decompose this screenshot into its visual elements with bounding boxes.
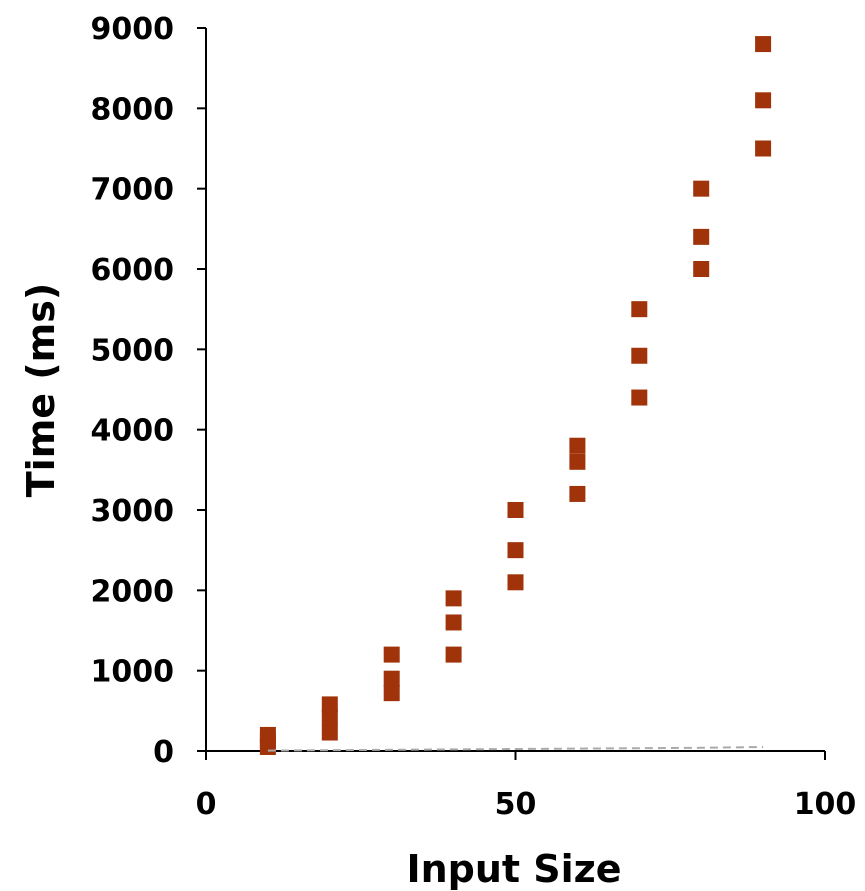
data-point bbox=[569, 437, 586, 454]
x-axis-title: Input Size bbox=[406, 847, 621, 891]
data-point bbox=[321, 696, 338, 713]
y-tick-label: 5000 bbox=[91, 333, 175, 368]
data-point bbox=[755, 36, 772, 53]
data-point bbox=[693, 228, 710, 245]
y-tick-label: 8000 bbox=[91, 92, 175, 127]
data-point bbox=[383, 646, 400, 663]
data-point bbox=[631, 301, 648, 318]
y-tick-label: 2000 bbox=[91, 574, 175, 609]
data-point bbox=[507, 574, 524, 591]
y-tick-label: 3000 bbox=[91, 494, 175, 529]
data-point bbox=[569, 453, 586, 470]
data-point bbox=[383, 670, 400, 687]
data-point bbox=[445, 646, 462, 663]
y-tick-label: 4000 bbox=[91, 414, 175, 449]
data-point bbox=[693, 261, 710, 277]
data-point bbox=[755, 92, 772, 109]
y-tick-label: 0 bbox=[153, 735, 174, 770]
data-point bbox=[321, 724, 338, 741]
series-line bbox=[267, 745, 764, 752]
axes bbox=[197, 27, 826, 760]
tick-labels: 0 1000 2000 3000 4000 5000 6000 7000 8000 9000 0 50… bbox=[91, 12, 857, 822]
data-point bbox=[445, 614, 462, 631]
x-tick-label: 0 bbox=[196, 787, 217, 822]
data-point bbox=[507, 502, 524, 518]
data-point bbox=[445, 590, 462, 607]
data-point bbox=[631, 389, 648, 406]
data-point bbox=[383, 685, 400, 702]
data-point bbox=[321, 709, 338, 726]
y-tick-label: 7000 bbox=[91, 173, 175, 208]
x-tick-label: 50 bbox=[495, 787, 537, 822]
y-tick-label: 1000 bbox=[91, 655, 175, 690]
y-tick-label: 9000 bbox=[91, 12, 175, 47]
y-axis-title: Time (ms) bbox=[19, 283, 63, 498]
data-point bbox=[693, 180, 710, 197]
y-tick-label: 6000 bbox=[91, 253, 175, 288]
data-point bbox=[507, 542, 524, 559]
x-tick-label: 100 bbox=[794, 787, 857, 822]
data-point bbox=[259, 726, 276, 743]
data-series bbox=[259, 36, 772, 755]
data-point bbox=[569, 485, 586, 502]
data-point bbox=[755, 140, 772, 157]
data-point bbox=[631, 347, 648, 364]
